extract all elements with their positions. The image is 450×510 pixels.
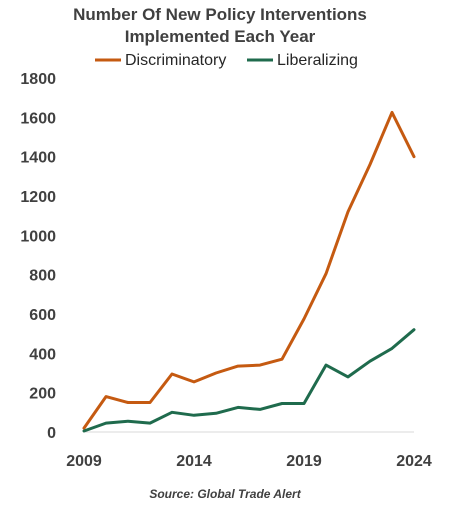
chart-title-line-1: Number Of New Policy Interventions (73, 5, 367, 24)
x-tick-label: 2009 (66, 453, 102, 470)
y-tick-label: 1600 (20, 110, 56, 127)
x-axis-ticks: 2009 2014 2019 2024 (66, 453, 432, 470)
y-tick-label: 600 (29, 307, 56, 324)
y-tick-label: 400 (29, 346, 56, 363)
y-tick-label: 800 (29, 268, 56, 285)
legend-label-discriminatory: Discriminatory (125, 52, 226, 69)
series-line-liberalizing (82, 328, 416, 433)
x-tick-label: 2014 (176, 453, 212, 470)
y-tick-label: 1800 (20, 71, 56, 88)
series-line-discriminatory (82, 110, 416, 430)
series-lines (82, 110, 416, 433)
legend: Discriminatory Liberalizing (95, 52, 358, 69)
x-tick-label: 2024 (396, 453, 432, 470)
y-tick-label: 1400 (20, 150, 56, 167)
x-tick-label: 2019 (286, 453, 322, 470)
y-tick-label: 200 (29, 386, 56, 403)
source-note: Source: Global Trade Alert (149, 487, 301, 501)
y-axis-ticks: 0 200 400 600 800 1000 1200 1400 1600 1800 (20, 71, 56, 442)
y-tick-label: 0 (47, 425, 56, 442)
legend-label-liberalizing: Liberalizing (277, 52, 358, 69)
y-tick-label: 1200 (20, 189, 56, 206)
chart-title-line-2: Implemented Each Year (125, 27, 316, 46)
y-tick-label: 1000 (20, 228, 56, 245)
